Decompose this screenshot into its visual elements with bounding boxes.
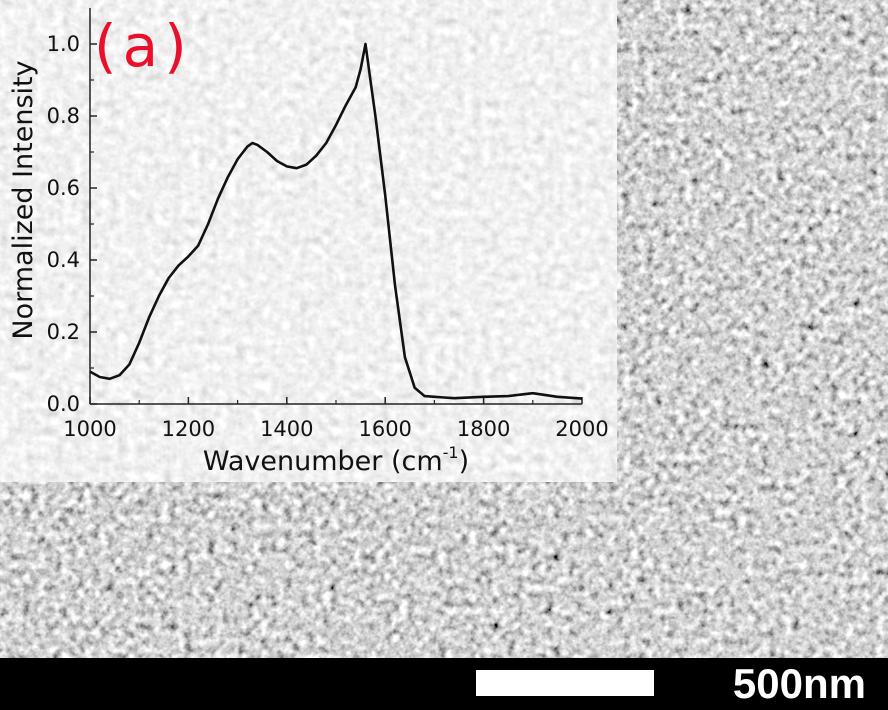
x-tick-label: 1200 [162, 417, 215, 441]
x-tick-label: 2000 [555, 417, 608, 441]
x-axis-label-close: ) [459, 446, 470, 477]
y-tick-label: 0.8 [47, 104, 80, 128]
x-tick-label: 1400 [260, 417, 313, 441]
plot-area: 1000 1200 1400 1600 1800 2000 0.0 0.2 0.4 0.6 0.8… [47, 8, 609, 441]
y-tick-label: 0.6 [47, 176, 80, 200]
y-tick-label: 0.0 [47, 392, 80, 416]
y-tick-label: 1.0 [47, 32, 80, 56]
x-axis-label-superscript: -1 [443, 443, 459, 462]
y-ticks: 0.0 0.2 0.4 0.6 0.8 1.0 [47, 32, 97, 416]
raman-spectrum-line [89, 42, 583, 400]
y-tick-label: 0.2 [47, 320, 80, 344]
scale-bar [476, 670, 654, 696]
x-tick-label: 1800 [457, 417, 510, 441]
scale-bar-strip: 500nm [0, 658, 888, 710]
x-tick-label: 1600 [358, 417, 411, 441]
y-tick-label: 0.4 [47, 248, 80, 272]
x-tick-label: 1000 [63, 417, 116, 441]
x-axis-label: Wavenumber (cm-1) [203, 443, 469, 477]
y-axis-label: Normalized Intensity [8, 60, 39, 339]
raman-spectrum-inset: 1000 1200 1400 1600 1800 2000 0.0 0.2 0.4 0.6 0.8… [0, 0, 617, 482]
x-ticks: 1000 1200 1400 1600 1800 2000 [63, 397, 609, 441]
inset-background [0, 0, 617, 482]
scale-bar-label: 500nm [732, 660, 866, 707]
x-axis-label-main: Wavenumber (cm [203, 446, 443, 477]
panel-label: (a) [94, 12, 193, 80]
